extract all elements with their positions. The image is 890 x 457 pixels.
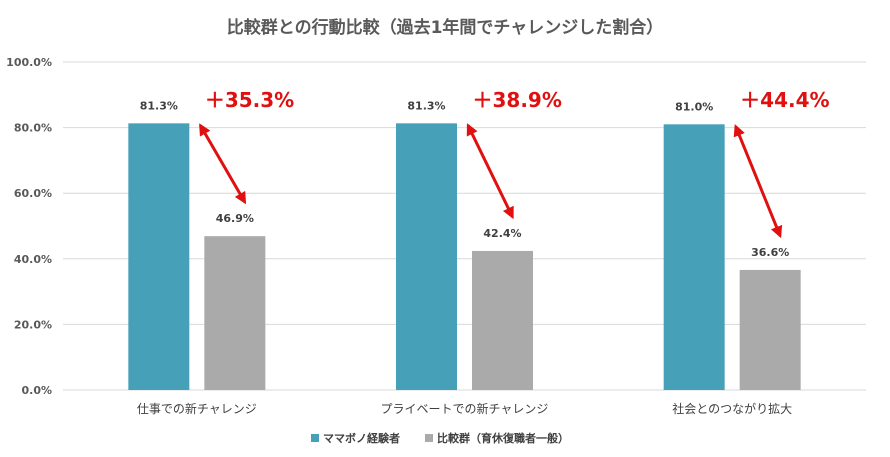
x-tick-label: プライベートでの新チャレンジ bbox=[381, 401, 549, 416]
difference-annotation: ＋44.4% bbox=[740, 88, 829, 112]
x-tick-label: 社会とのつながり拡大 bbox=[672, 401, 792, 416]
difference-annotation: ＋35.3% bbox=[205, 88, 294, 112]
bar-mamabono bbox=[396, 123, 457, 390]
data-label: 36.6% bbox=[751, 246, 789, 259]
legend-label: 比較群（育休復職者一般） bbox=[437, 431, 569, 445]
legend-label: ママボノ経験者 bbox=[323, 431, 400, 445]
x-tick-label: 仕事での新チャレンジ bbox=[137, 401, 257, 416]
difference-arrow bbox=[199, 123, 247, 205]
data-label: 81.3% bbox=[407, 99, 445, 112]
legend-swatch bbox=[311, 434, 319, 442]
legend-swatch bbox=[425, 434, 433, 442]
bar-comparison bbox=[204, 236, 266, 390]
chart-title: 比較群との行動比較（過去1年間でチャレンジした割合） bbox=[227, 17, 664, 38]
difference-arrow bbox=[466, 123, 514, 220]
y-tick-label: 40.0% bbox=[14, 253, 52, 266]
data-label: 81.3% bbox=[140, 99, 178, 112]
data-label: 81.0% bbox=[675, 100, 713, 113]
data-label: 46.9% bbox=[216, 212, 254, 225]
bar-comparison bbox=[472, 250, 533, 390]
difference-annotation: ＋38.9% bbox=[473, 88, 562, 112]
y-tick-label: 20.0% bbox=[14, 318, 52, 331]
bar-mamabono bbox=[663, 124, 725, 390]
y-tick-label: 80.0% bbox=[14, 122, 52, 135]
y-tick-label: 60.0% bbox=[14, 187, 52, 200]
y-tick-label: 100.0% bbox=[6, 56, 52, 69]
y-tick-label: 0.0% bbox=[21, 384, 52, 397]
data-label: 42.4% bbox=[483, 227, 521, 240]
bar-mamabono bbox=[128, 123, 190, 390]
bar-comparison bbox=[739, 269, 801, 390]
difference-arrow bbox=[733, 124, 783, 239]
